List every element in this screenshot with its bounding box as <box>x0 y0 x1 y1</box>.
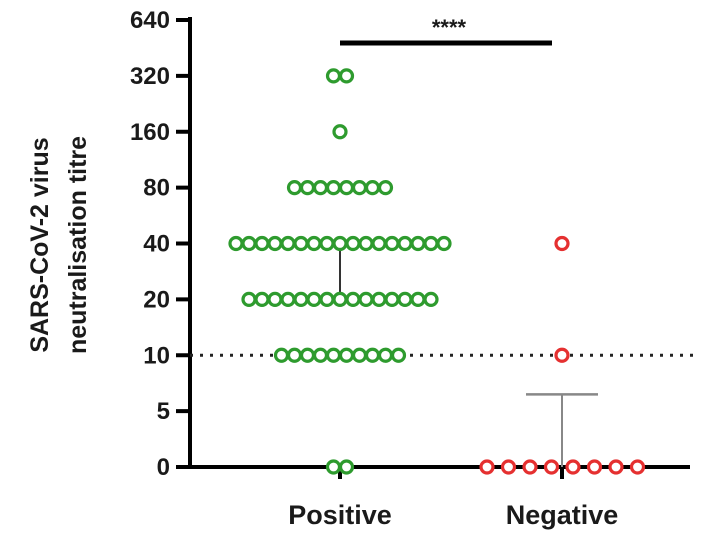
point-positive-40-1 <box>241 235 257 252</box>
point-positive-10-1 <box>286 347 303 363</box>
point-negative-0-1 <box>500 459 517 475</box>
point-negative-0-7 <box>629 459 646 475</box>
point-positive-40-7 <box>319 235 335 252</box>
point-negative-0-5 <box>586 459 603 475</box>
point-negative-40-0 <box>554 235 570 252</box>
y-axis-title-line-1: SARS-CoV-2 virus <box>26 137 54 352</box>
significance-group: **** <box>340 15 552 46</box>
point-positive-20-14 <box>423 291 439 307</box>
point-positive-80-2 <box>312 180 329 196</box>
y-tick-label-160: 160 <box>130 119 170 146</box>
point-positive-40-12 <box>384 235 400 252</box>
point-positive-40-16 <box>436 235 452 252</box>
point-positive-10-0 <box>273 347 290 363</box>
point-negative-0-0 <box>479 459 495 475</box>
point-positive-80-5 <box>351 180 368 196</box>
x-tick-label-positive: Positive <box>288 500 392 530</box>
point-positive-20-8 <box>345 291 361 307</box>
point-negative-0-6 <box>608 459 624 475</box>
point-positive-10-8 <box>377 347 394 363</box>
y-tick-label-20: 20 <box>143 286 170 313</box>
point-positive-40-0 <box>228 235 244 252</box>
point-positive-80-4 <box>338 180 355 196</box>
point-positive-80-3 <box>325 180 342 196</box>
y-tick-label-80: 80 <box>143 175 170 202</box>
data-points <box>228 68 646 475</box>
point-positive-20-11 <box>384 291 400 307</box>
point-negative-10-0 <box>554 347 570 363</box>
point-positive-20-4 <box>293 291 309 307</box>
y-tick-label-10: 10 <box>143 342 170 369</box>
point-positive-10-6 <box>351 347 368 363</box>
point-positive-20-5 <box>306 291 322 307</box>
point-negative-0-4 <box>565 459 581 475</box>
point-positive-40-8 <box>332 235 348 252</box>
point-positive-80-0 <box>286 180 303 196</box>
point-positive-20-3 <box>280 291 296 307</box>
point-positive-80-6 <box>364 180 381 196</box>
y-axis-title: SARS-CoV-2 virus neutralisation titre <box>26 136 92 354</box>
point-positive-10-3 <box>312 347 329 363</box>
y-tick-label-0: 0 <box>157 454 170 481</box>
point-positive-40-13 <box>397 235 413 252</box>
point-positive-40-6 <box>306 235 322 252</box>
point-positive-320-0 <box>325 68 342 84</box>
point-positive-40-5 <box>293 235 309 252</box>
y-tick-label-40: 40 <box>143 231 170 258</box>
point-positive-20-10 <box>371 291 387 307</box>
x-tick-label-negative: Negative <box>506 500 619 530</box>
point-positive-160-0 <box>332 124 348 140</box>
point-positive-80-1 <box>299 180 316 196</box>
point-positive-40-15 <box>423 235 439 252</box>
point-positive-20-13 <box>410 291 426 307</box>
point-positive-10-9 <box>390 347 407 363</box>
point-positive-40-14 <box>410 235 426 252</box>
y-tick-label-640: 640 <box>130 7 170 34</box>
axes: 0 5 10 20 40 80 160 320 640 Positive Negative <box>130 7 690 530</box>
point-positive-40-2 <box>254 235 270 252</box>
point-positive-0-0 <box>325 459 342 475</box>
point-positive-10-7 <box>364 347 381 363</box>
point-positive-0-1 <box>338 459 355 475</box>
point-positive-10-4 <box>325 347 342 363</box>
point-positive-40-4 <box>280 235 296 252</box>
y-axis-title-line-2: neutralisation titre <box>64 136 92 354</box>
point-positive-80-7 <box>377 180 394 196</box>
point-positive-40-3 <box>267 235 283 252</box>
y-tick-label-5: 5 <box>157 398 170 425</box>
point-negative-0-2 <box>522 459 538 475</box>
point-positive-20-6 <box>319 291 335 307</box>
point-positive-20-12 <box>397 291 413 307</box>
point-positive-20-7 <box>332 291 348 307</box>
significance-label: **** <box>432 15 467 40</box>
point-positive-40-9 <box>345 235 361 252</box>
point-positive-40-10 <box>358 235 374 252</box>
point-positive-20-0 <box>241 291 257 307</box>
point-positive-20-9 <box>358 291 374 307</box>
point-positive-20-2 <box>267 291 283 307</box>
point-positive-20-1 <box>254 291 270 307</box>
point-positive-10-2 <box>299 347 316 363</box>
point-negative-0-3 <box>543 459 560 475</box>
y-tick-label-320: 320 <box>130 63 170 90</box>
point-positive-320-1 <box>338 68 355 84</box>
point-positive-40-11 <box>371 235 387 252</box>
point-positive-10-5 <box>338 347 355 363</box>
